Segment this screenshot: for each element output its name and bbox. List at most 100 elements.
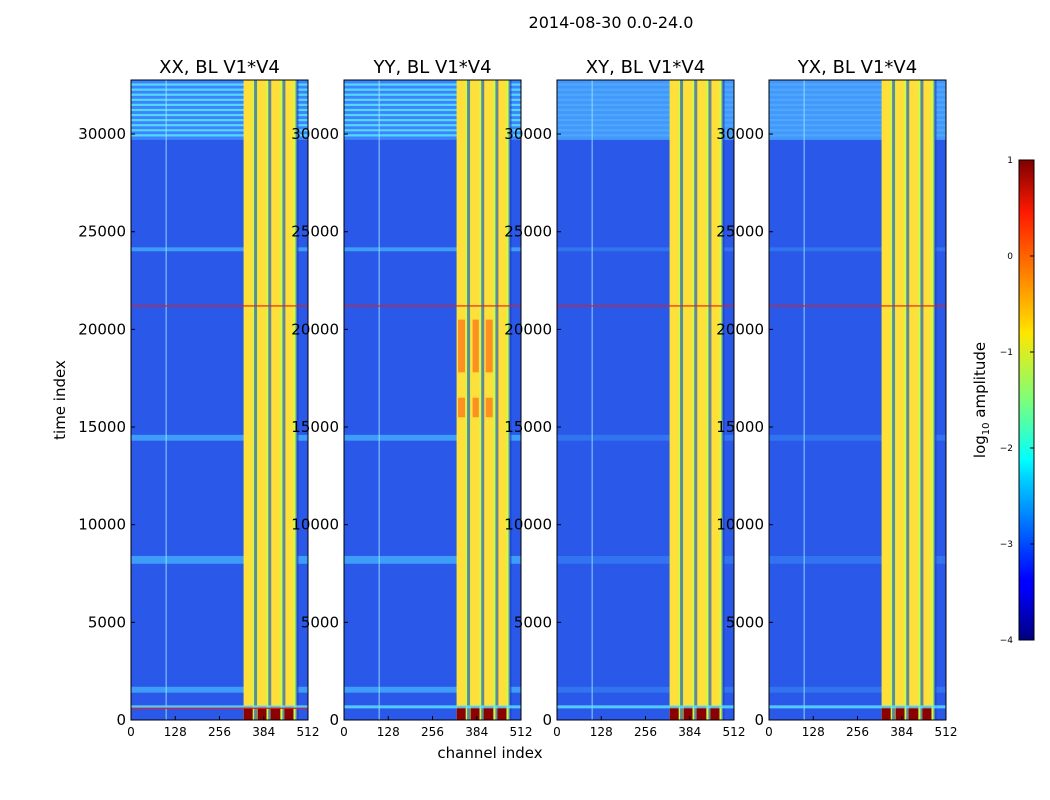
column-gap xyxy=(708,80,712,720)
y-tick-label: 10000 xyxy=(291,516,339,534)
time-stripe xyxy=(131,129,308,132)
strong-event-block xyxy=(922,706,932,720)
column-gap xyxy=(282,80,286,720)
x-tick-label: 256 xyxy=(208,725,231,739)
time-band xyxy=(769,247,946,252)
y-tick-label: 5000 xyxy=(301,613,339,631)
panel-title: XY, BL V1*V4 xyxy=(586,57,705,78)
column-gap xyxy=(481,80,485,720)
column-gap xyxy=(933,80,937,720)
x-tick-label: 384 xyxy=(252,725,275,739)
column-gap xyxy=(906,80,910,720)
bright-column xyxy=(284,80,294,720)
x-tick-label: 512 xyxy=(510,725,533,739)
colorbar-ticks: 1 0 −1 −2 −3 −4 xyxy=(1000,156,1034,646)
y-tick-label: 10000 xyxy=(504,516,552,534)
column-gap xyxy=(467,80,471,720)
x-tick-label: 128 xyxy=(802,725,825,739)
time-stripe xyxy=(557,113,734,117)
event-line xyxy=(557,705,734,709)
time-stripe xyxy=(131,88,308,91)
time-stripe xyxy=(557,88,734,91)
channel-line xyxy=(803,80,805,720)
y-tick-label: 30000 xyxy=(78,125,126,143)
time-stripe xyxy=(769,129,946,132)
rfi-patch xyxy=(472,319,479,373)
colorbar-label-sub: 10 xyxy=(981,422,992,435)
time-stripe xyxy=(769,134,946,137)
time-band xyxy=(131,686,308,693)
time-stripe xyxy=(131,103,308,106)
time-stripe xyxy=(769,119,946,122)
colorbar-tick-label: −2 xyxy=(1000,444,1013,454)
time-band xyxy=(344,555,521,564)
strong-event-block xyxy=(696,706,707,720)
time-band xyxy=(557,434,734,441)
time-band xyxy=(557,555,734,564)
y-tick-label: 0 xyxy=(542,711,552,729)
x-tick-label: 384 xyxy=(678,725,701,739)
x-tick-label: 256 xyxy=(846,725,869,739)
column-gap xyxy=(680,80,684,720)
time-stripe xyxy=(131,108,308,112)
x-tick-label: 0 xyxy=(127,725,135,739)
figure-suptitle: 2014-08-30 0.0-24.0 xyxy=(529,13,694,32)
y-tick-label: 30000 xyxy=(716,125,764,143)
strong-event-block xyxy=(710,706,720,720)
time-stripe xyxy=(557,124,734,127)
time-band xyxy=(344,686,521,693)
time-stripe xyxy=(131,124,308,127)
y-tick-label: 5000 xyxy=(514,613,552,631)
x-tick-label: 0 xyxy=(340,725,348,739)
x-tick-label: 512 xyxy=(297,725,320,739)
colorbar-tick-label: −4 xyxy=(1000,636,1014,646)
column-gap xyxy=(254,80,258,720)
y-tick-label: 0 xyxy=(329,711,339,729)
y-tick-label: 25000 xyxy=(504,223,552,241)
strong-event-block xyxy=(908,706,919,720)
x-tick-label: 256 xyxy=(421,725,444,739)
panel-1: YY, BL V1*V4 0 128 256 384 512 0 5000 10000 15000… xyxy=(291,57,532,739)
column-gap xyxy=(295,80,299,720)
colorbar-label: log10 amplitude xyxy=(971,342,992,458)
x-tick-label: 128 xyxy=(377,725,400,739)
time-stripe xyxy=(344,98,521,101)
column-gap xyxy=(892,80,896,720)
rfi-patch xyxy=(458,319,465,373)
column-gap xyxy=(495,80,499,720)
time-band xyxy=(131,247,308,252)
x-tick-label: 0 xyxy=(553,725,561,739)
panel-title: YY, BL V1*V4 xyxy=(372,57,491,78)
strong-event-block xyxy=(895,706,905,720)
strong-event-block xyxy=(497,706,507,720)
y-tick-label: 30000 xyxy=(504,125,552,143)
y-tick-label: 0 xyxy=(754,711,764,729)
x-tick-label: 512 xyxy=(723,725,746,739)
time-stripe xyxy=(131,93,308,96)
channel-line xyxy=(165,80,167,720)
time-stripe xyxy=(769,93,946,96)
time-stripe xyxy=(769,113,946,117)
y-tick-label: 20000 xyxy=(504,320,552,338)
strong-event-block xyxy=(483,706,494,720)
bright-column xyxy=(270,80,281,720)
time-band xyxy=(131,555,308,564)
y-tick-label: 30000 xyxy=(291,125,339,143)
y-tick-label: 15000 xyxy=(716,418,764,436)
time-stripe xyxy=(344,83,521,86)
y-tick-label: 15000 xyxy=(291,418,339,436)
time-stripe xyxy=(557,93,734,96)
time-stripe xyxy=(769,108,946,112)
time-stripe xyxy=(344,129,521,132)
rfi-patch xyxy=(472,397,479,418)
bright-column xyxy=(497,80,507,720)
x-tick-label: 0 xyxy=(765,725,773,739)
time-stripe xyxy=(557,119,734,122)
colorbar-tick-label: −1 xyxy=(1000,348,1013,358)
time-stripe xyxy=(769,124,946,127)
column-gap xyxy=(268,80,272,720)
time-stripe xyxy=(769,83,946,86)
strong-event-block xyxy=(243,706,253,720)
strong-event-block xyxy=(881,706,891,720)
